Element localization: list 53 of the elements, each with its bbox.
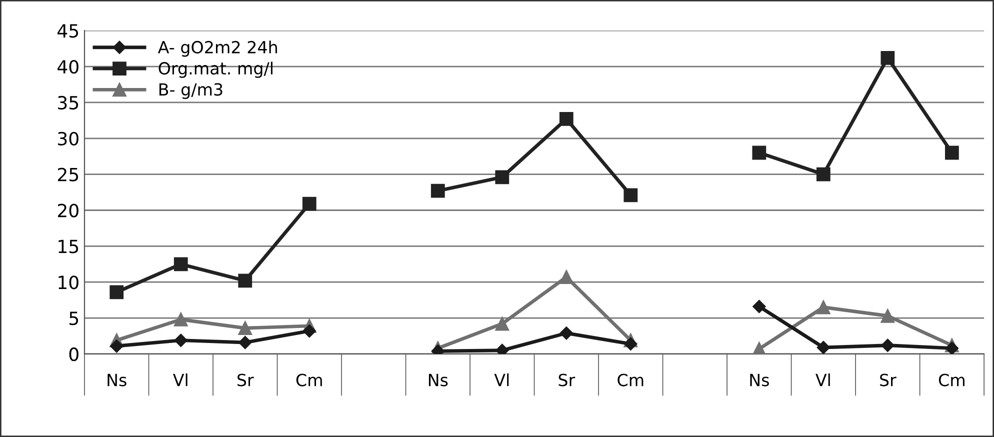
x-tick-label: Sr: [558, 374, 576, 386]
y-tick-label: 25: [58, 168, 78, 182]
point: [945, 342, 959, 354]
point: [752, 300, 766, 314]
y-tick-label: 40: [58, 60, 78, 74]
point: [560, 326, 573, 340]
point: [495, 316, 510, 331]
point: [624, 337, 638, 350]
point: [110, 285, 124, 300]
x-tick-label: Ns: [750, 374, 769, 386]
point: [880, 50, 895, 65]
point: [559, 270, 574, 284]
x-tick-label: Ns: [108, 374, 126, 386]
x-tick-label: Sr: [238, 374, 254, 386]
y-tick-label: 0: [69, 347, 78, 362]
point: [174, 312, 188, 326]
point: [110, 339, 124, 353]
point: [752, 146, 766, 160]
x-tick-label: Vl: [494, 373, 509, 386]
point: [559, 112, 574, 126]
point: [174, 334, 188, 347]
x-tick-label: Ns: [428, 374, 448, 386]
y-tick-label: 30: [58, 132, 78, 146]
x-tick-label: Sr: [880, 374, 896, 386]
point: [174, 257, 188, 272]
point: [880, 308, 895, 323]
y-tick-label: 5: [70, 312, 78, 326]
x-tick-label: Vl: [816, 373, 830, 386]
y-tick-label: 10: [58, 276, 78, 290]
y-tick-label: 15: [58, 240, 78, 254]
point: [816, 340, 830, 354]
point: [881, 338, 894, 352]
legend-label: B- g/m3: [159, 83, 222, 99]
point: [302, 324, 316, 338]
x-tick-label: Vl: [172, 373, 188, 386]
x-tick-label: Cm: [938, 374, 964, 386]
y-tick-label: 35: [58, 96, 78, 110]
point: [238, 336, 252, 350]
point: [302, 196, 316, 211]
point: [944, 146, 959, 160]
point: [430, 184, 445, 198]
x-tick-label: Cm: [618, 374, 644, 386]
point: [624, 188, 638, 202]
point: [816, 167, 830, 182]
legend-label: Org.mat. mg/l: [158, 62, 272, 78]
point: [238, 321, 252, 336]
y-tick-label: 45: [58, 24, 78, 38]
point: [238, 274, 252, 288]
y-tick-label: 20: [58, 204, 78, 218]
point: [495, 170, 510, 184]
point: [816, 300, 830, 314]
legend-label: A- gO2m2 24h: [158, 40, 277, 57]
x-tick-label: Cm: [296, 374, 322, 386]
